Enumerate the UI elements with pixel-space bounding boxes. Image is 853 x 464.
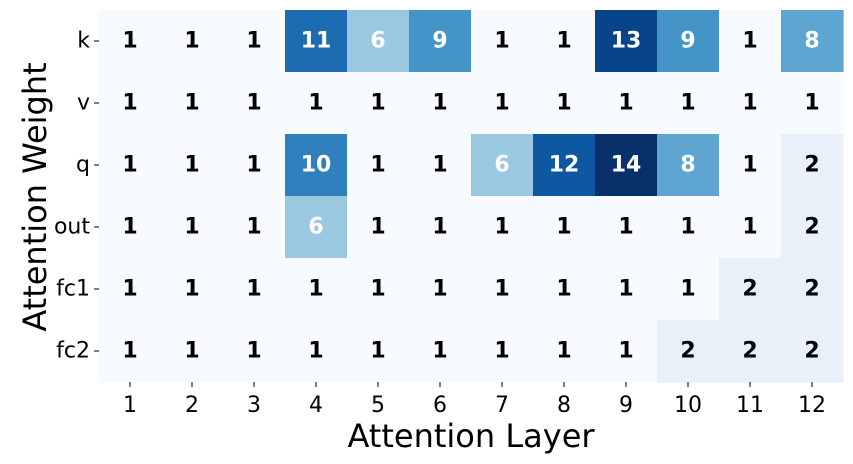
y-tick-label: q: [76, 153, 90, 178]
x-tick-label: 3: [247, 393, 261, 418]
heatmap-cell-value: 1: [680, 215, 695, 240]
heatmap-cell-value: 2: [804, 153, 819, 178]
heatmap-cell-value: 2: [742, 277, 757, 302]
x-tick-label: 8: [557, 393, 571, 418]
heatmap-cell-value: 9: [432, 29, 447, 54]
heatmap-cell-value: 6: [308, 215, 323, 240]
heatmap-cell-value: 9: [680, 29, 695, 54]
heatmap-cell-value: 1: [184, 339, 199, 364]
x-tick-label: 9: [619, 393, 633, 418]
y-tick-label: k: [77, 29, 90, 54]
heatmap-cell-value: 1: [432, 277, 447, 302]
heatmap-cell-value: 2: [680, 339, 695, 364]
heatmap-cell-value: 1: [494, 339, 509, 364]
x-axis-label: Attention Layer: [347, 417, 595, 455]
heatmap-cell-value: 1: [742, 91, 757, 116]
heatmap-cell-value: 1: [556, 215, 571, 240]
heatmap-cell-value: 6: [494, 153, 509, 178]
heatmap-cells: [99, 10, 844, 383]
heatmap-cell-value: 2: [804, 277, 819, 302]
heatmap-cell-value: 1: [122, 91, 137, 116]
heatmap-cell-value: 14: [611, 153, 642, 178]
heatmap-cell-value: 1: [308, 339, 323, 364]
heatmap-cell-value: 1: [246, 339, 261, 364]
x-tick-label: 1: [123, 393, 137, 418]
heatmap-cell-value: 1: [246, 215, 261, 240]
heatmap-cell-value: 1: [494, 277, 509, 302]
x-tick-label: 4: [309, 393, 323, 418]
heatmap-cell-value: 1: [494, 215, 509, 240]
heatmap-cell-value: 2: [804, 215, 819, 240]
heatmap-cell-value: 1: [556, 339, 571, 364]
y-tick-label: out: [54, 215, 90, 240]
heatmap-cell-value: 1: [680, 91, 695, 116]
heatmap-cell-value: 6: [370, 29, 385, 54]
heatmap-cell-value: 1: [432, 153, 447, 178]
heatmap-cell-value: 2: [804, 339, 819, 364]
heatmap-cell-value: 1: [308, 277, 323, 302]
heatmap-cell-value: 1: [246, 277, 261, 302]
heatmap-cell-value: 1: [618, 215, 633, 240]
heatmap-cell-value: 2: [742, 339, 757, 364]
heatmap-cell-value: 1: [370, 339, 385, 364]
heatmap-cell-value: 1: [308, 91, 323, 116]
x-tick-label: 7: [495, 393, 509, 418]
x-tick-label: 6: [433, 393, 447, 418]
heatmap-cell-value: 1: [742, 215, 757, 240]
heatmap-cell-value: 1: [494, 29, 509, 54]
heatmap-cell-value: 1: [804, 91, 819, 116]
y-tick-label: fc1: [56, 277, 90, 302]
x-tick-label: 12: [798, 393, 826, 418]
y-tick-label: v: [77, 91, 90, 116]
x-tick-label: 10: [674, 393, 702, 418]
heatmap-cell-value: 1: [432, 339, 447, 364]
heatmap-cell-value: 1: [556, 277, 571, 302]
y-axis-label: Attention Weight: [16, 62, 54, 331]
x-tick-label: 2: [185, 393, 199, 418]
heatmap-cell-value: 1: [742, 153, 757, 178]
heatmap-cell-value: 1: [122, 277, 137, 302]
heatmap-cell-value: 1: [246, 91, 261, 116]
heatmap-cell-value: 1: [432, 91, 447, 116]
heatmap-cell-value: 1: [184, 91, 199, 116]
x-tick-label: 11: [736, 393, 764, 418]
heatmap-cell-value: 1: [246, 153, 261, 178]
heatmap-cell-value: 1: [432, 215, 447, 240]
heatmap-cell-value: 1: [370, 277, 385, 302]
heatmap-cell-value: 8: [804, 29, 819, 54]
heatmap-cell-value: 1: [556, 91, 571, 116]
heatmap-cell-value: 1: [618, 277, 633, 302]
heatmap-cell-value: 12: [549, 153, 580, 178]
heatmap-cell-value: 8: [680, 153, 695, 178]
heatmap-cell-value: 1: [742, 29, 757, 54]
heatmap-cell-value: 1: [246, 29, 261, 54]
heatmap-cell-value: 1: [618, 91, 633, 116]
heatmap-cell-value: 10: [301, 153, 332, 178]
heatmap-cell-value: 1: [556, 29, 571, 54]
heatmap-cell-value: 1: [370, 215, 385, 240]
y-axis-ticks: k v q out fc1 fc2: [54, 29, 99, 364]
heatmap-cell-value: 1: [184, 215, 199, 240]
heatmap-cell-value: 1: [494, 91, 509, 116]
x-tick-label: 5: [371, 393, 385, 418]
heatmap-cell-value: 1: [184, 29, 199, 54]
heatmap-cell-value: 1: [370, 91, 385, 116]
heatmap-cell-value: 1: [370, 153, 385, 178]
heatmap-cell-value: 1: [122, 339, 137, 364]
heatmap-cell-value: 1: [618, 339, 633, 364]
heatmap-cell-value: 13: [611, 29, 642, 54]
heatmap-cell-value: 11: [301, 29, 332, 54]
heatmap-cell-value: 1: [122, 153, 137, 178]
x-axis-ticks: 1 2 3 4 5 6 7 8 9 10 11 12: [123, 382, 826, 418]
heatmap-cell-value: 1: [122, 29, 137, 54]
heatmap-cell-value: 1: [122, 215, 137, 240]
y-tick-label: fc2: [56, 339, 90, 364]
heatmap-cell-value: 1: [184, 277, 199, 302]
heatmap-cell-value: 1: [184, 153, 199, 178]
heatmap-cell-value: 1: [680, 277, 695, 302]
